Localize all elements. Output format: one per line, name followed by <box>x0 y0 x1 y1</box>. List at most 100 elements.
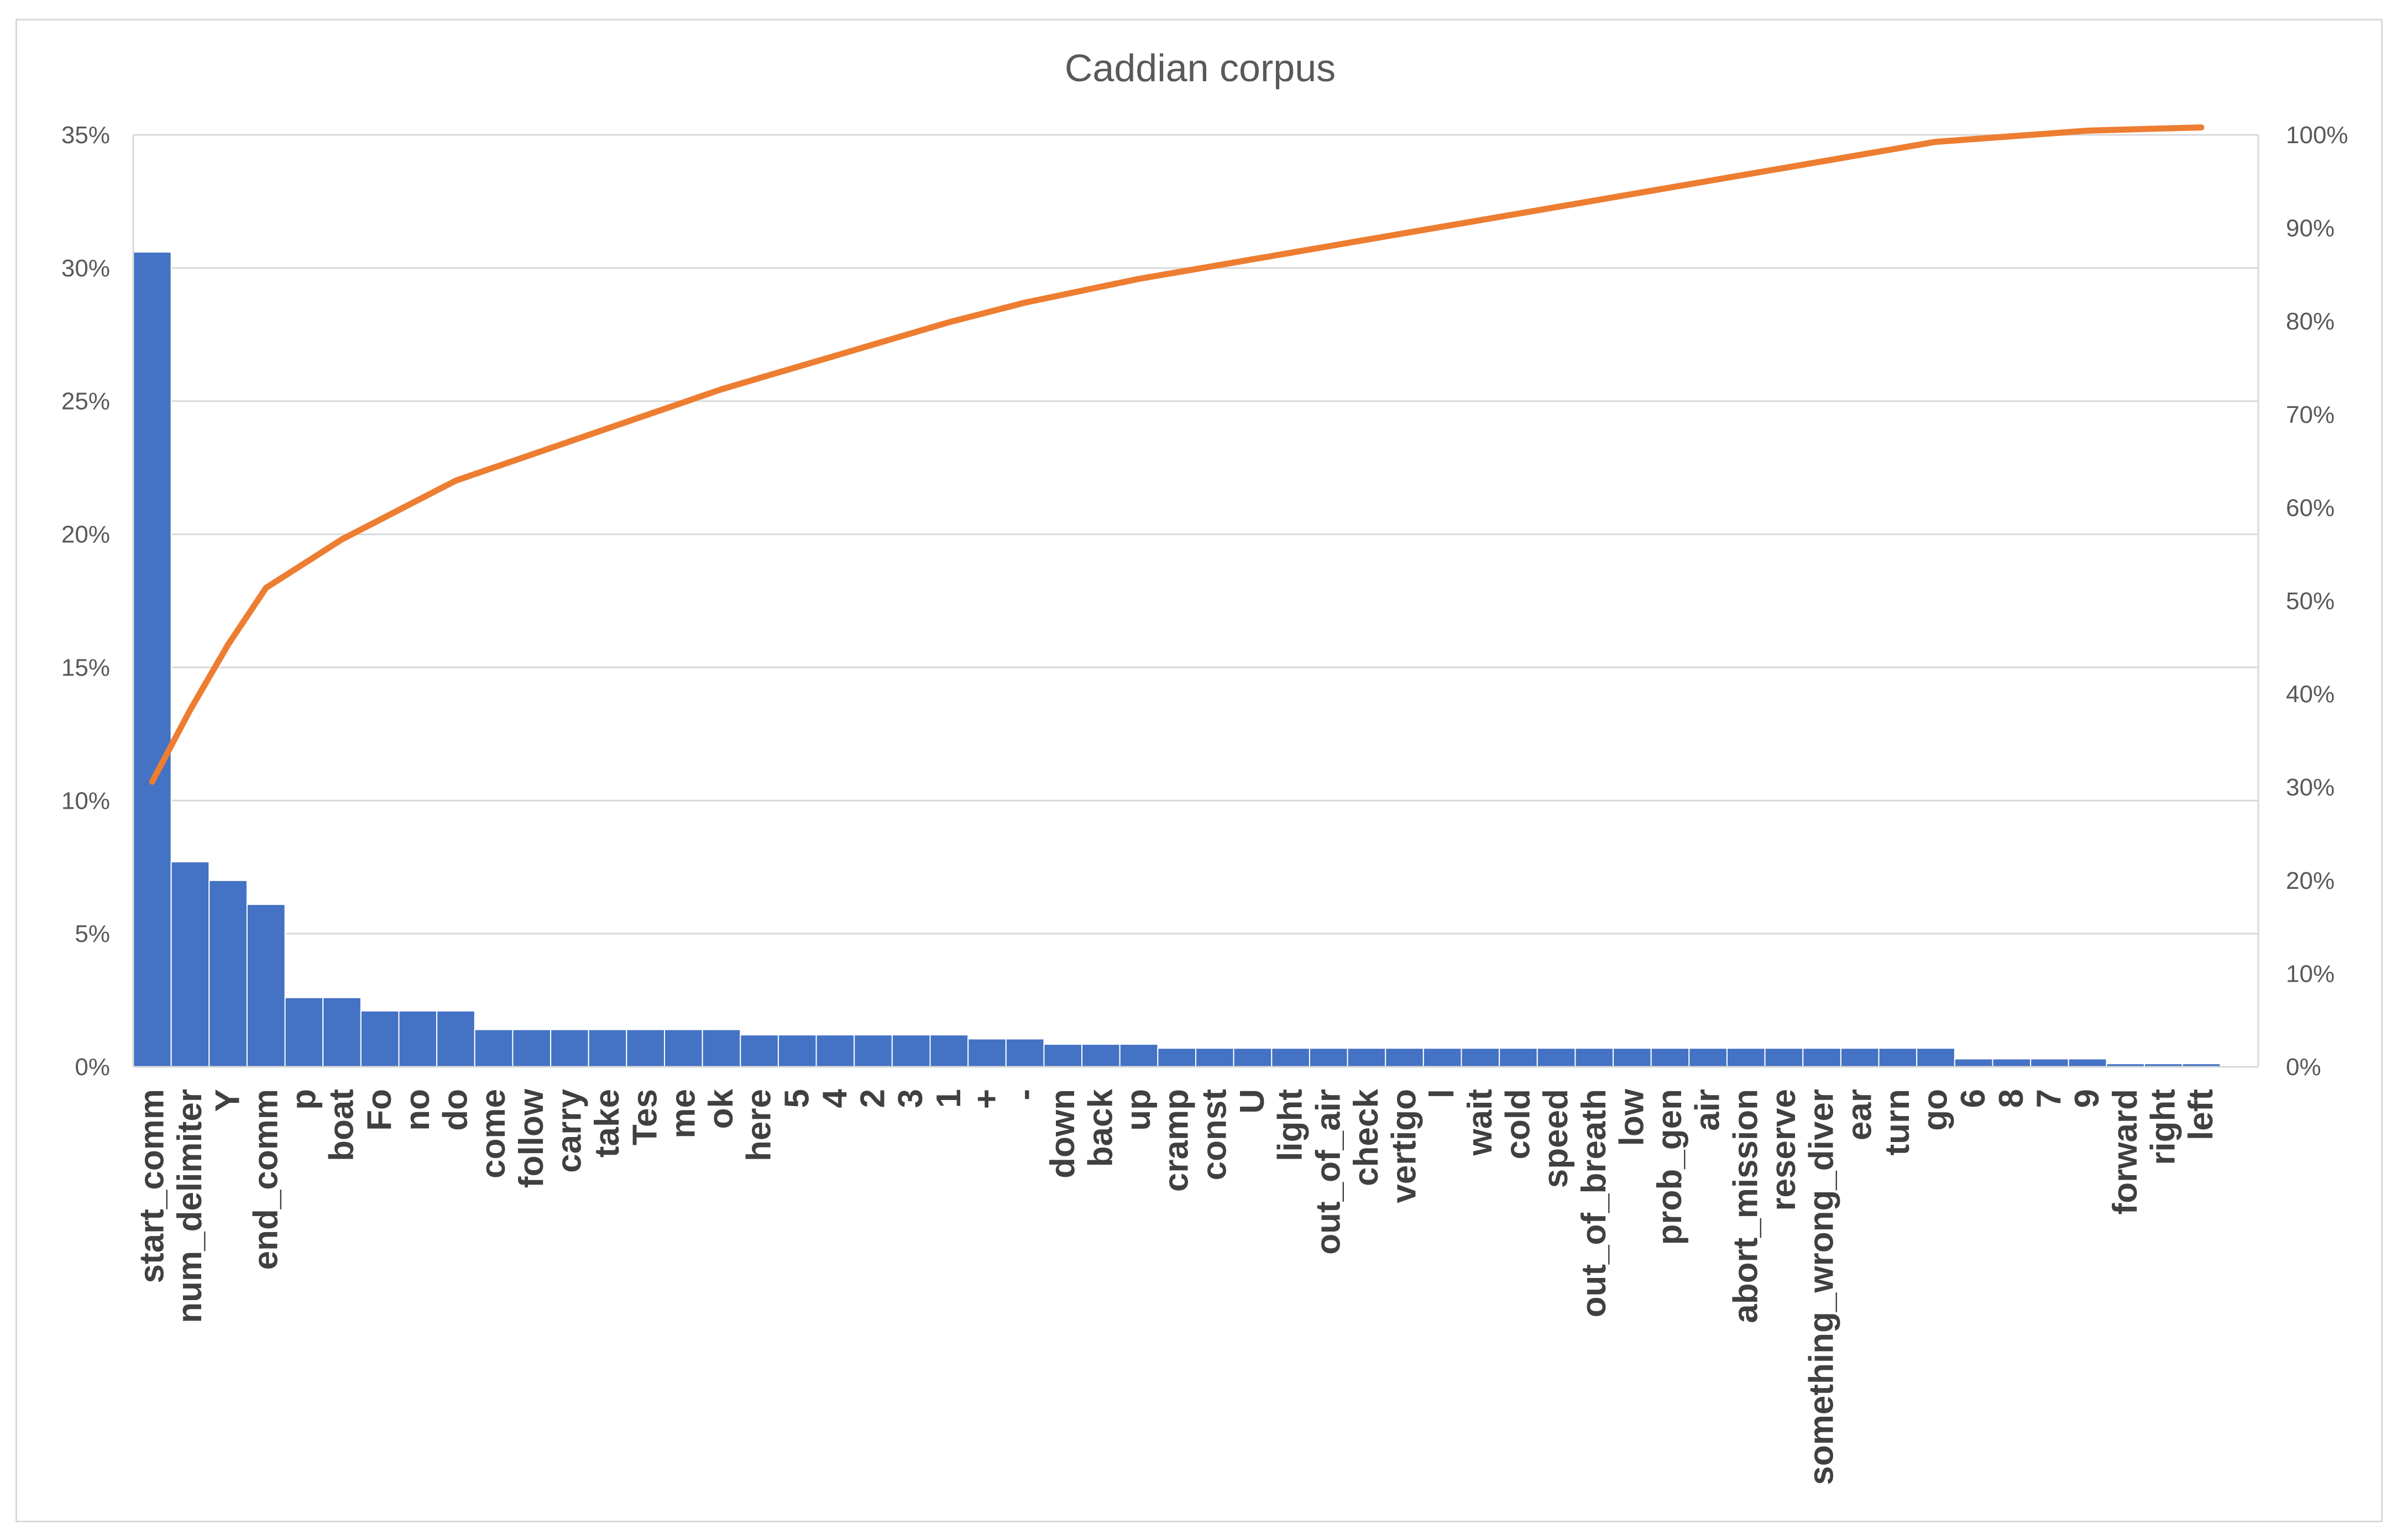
category-label: 5 <box>778 1089 816 1108</box>
category-label: l <box>1423 1089 1461 1098</box>
left-tick-label: 5% <box>75 920 110 947</box>
bar <box>474 1029 514 1068</box>
category-label: air <box>1689 1089 1727 1131</box>
bar-series <box>133 251 2221 1068</box>
bar <box>550 1029 589 1068</box>
bar <box>1309 1047 1348 1068</box>
category-label: wait <box>1461 1089 1499 1156</box>
category-label: ok <box>702 1088 740 1129</box>
bar <box>246 904 286 1067</box>
bar <box>133 251 172 1067</box>
bar <box>891 1034 931 1068</box>
bar <box>360 1010 400 1067</box>
category-label: here <box>740 1089 778 1161</box>
category-label: end_comm <box>247 1089 285 1270</box>
bar <box>815 1034 855 1068</box>
right-tick-label: 40% <box>2286 681 2335 708</box>
category-label: something_wrong_diver <box>1803 1089 1841 1485</box>
right-tick-label: 60% <box>2286 494 2335 521</box>
category-label: go <box>1917 1089 1955 1131</box>
bar <box>664 1029 703 1068</box>
bar <box>1233 1047 1273 1068</box>
category-label: carry <box>550 1088 588 1172</box>
category-label: Y <box>209 1089 247 1112</box>
bar <box>929 1034 969 1068</box>
bar <box>1499 1047 1538 1068</box>
chart-title: Caddian corpus <box>1065 46 1336 90</box>
bar <box>1157 1047 1197 1068</box>
axis-labels: 0% 5% 10% 15% 20% 25% 30% 35% 0% 10% 20% 30% 40% 50% 6… <box>61 122 2348 1485</box>
category-label: back <box>1081 1088 1119 1167</box>
bar <box>740 1034 779 1068</box>
category-label: 2 <box>854 1089 892 1108</box>
category-label: no <box>399 1089 437 1131</box>
bar <box>1195 1047 1234 1068</box>
category-label: num_delimiter <box>171 1089 209 1323</box>
bar <box>2030 1058 2069 1068</box>
category-label: p <box>285 1089 323 1110</box>
category-label: - <box>1006 1089 1044 1101</box>
bar <box>512 1029 552 1068</box>
category-label: do <box>436 1089 474 1131</box>
category-label: 3 <box>892 1089 930 1108</box>
bar <box>1347 1047 1386 1068</box>
left-tick-label: 10% <box>61 787 110 814</box>
right-tick-label: 100% <box>2286 122 2348 149</box>
category-label: + <box>967 1089 1006 1109</box>
bar <box>284 997 324 1067</box>
bar <box>1422 1047 1462 1068</box>
right-tick-label: 30% <box>2286 774 2335 801</box>
bar <box>1043 1044 1083 1068</box>
left-tick-label: 35% <box>61 122 110 149</box>
bar <box>2068 1058 2107 1068</box>
category-label: out_of_air <box>1309 1089 1347 1255</box>
left-tick-label: 25% <box>61 388 110 415</box>
category-label: start_comm <box>133 1089 171 1283</box>
cumulative-line-series <box>149 124 2205 785</box>
gridlines <box>133 134 2258 935</box>
right-tick-label: 0% <box>2286 1054 2321 1081</box>
right-tick-label: 10% <box>2286 960 2335 987</box>
category-label: out_of_breath <box>1575 1089 1613 1317</box>
category-label: follow <box>512 1088 551 1188</box>
category-label: low <box>1613 1088 1651 1146</box>
category-label: forward <box>2106 1089 2144 1214</box>
bar <box>967 1038 1007 1068</box>
category-label: 7 <box>2030 1089 2068 1108</box>
bar <box>1878 1047 1918 1068</box>
category-label: right <box>2144 1089 2182 1165</box>
bar <box>1385 1047 1424 1068</box>
category-label: U <box>1233 1089 1271 1114</box>
category-label: come <box>474 1089 512 1178</box>
category-label: cold <box>1499 1089 1537 1159</box>
bar <box>702 1029 741 1068</box>
bar <box>1802 1047 1841 1068</box>
bar <box>1916 1047 1955 1068</box>
category-label: vertigo <box>1385 1089 1424 1203</box>
bar <box>322 997 362 1067</box>
bar <box>1574 1047 1614 1068</box>
category-label: turn <box>1878 1089 1917 1156</box>
category-label: 1 <box>930 1089 968 1108</box>
bar <box>170 861 210 1067</box>
category-label: ear <box>1840 1089 1878 1140</box>
category-label: Tes <box>626 1089 664 1145</box>
chart-frame: 0% 5% 10% 15% 20% 25% 30% 35% 0% 10% 20% 30% 40% 50% 6… <box>15 19 2383 1522</box>
bar <box>1271 1047 1310 1068</box>
cumulative-line <box>149 124 2205 785</box>
left-tick-label: 15% <box>61 654 110 681</box>
category-label: left <box>2182 1089 2220 1140</box>
category-label: down <box>1044 1089 1082 1178</box>
bar <box>1613 1047 1652 1068</box>
category-label: reserve <box>1765 1089 1803 1211</box>
pareto-chart: 0% 5% 10% 15% 20% 25% 30% 35% 0% 10% 20% 30% 40% 50% 6… <box>61 46 2348 1485</box>
bar <box>1726 1047 1766 1068</box>
bar <box>1688 1047 1728 1068</box>
category-label: Fo <box>360 1089 399 1131</box>
right-tick-label: 70% <box>2286 401 2335 428</box>
bar <box>1461 1047 1500 1068</box>
bar <box>1536 1047 1576 1068</box>
bar <box>1650 1047 1690 1068</box>
category-label: check <box>1347 1088 1385 1186</box>
category-label: me <box>664 1089 702 1139</box>
